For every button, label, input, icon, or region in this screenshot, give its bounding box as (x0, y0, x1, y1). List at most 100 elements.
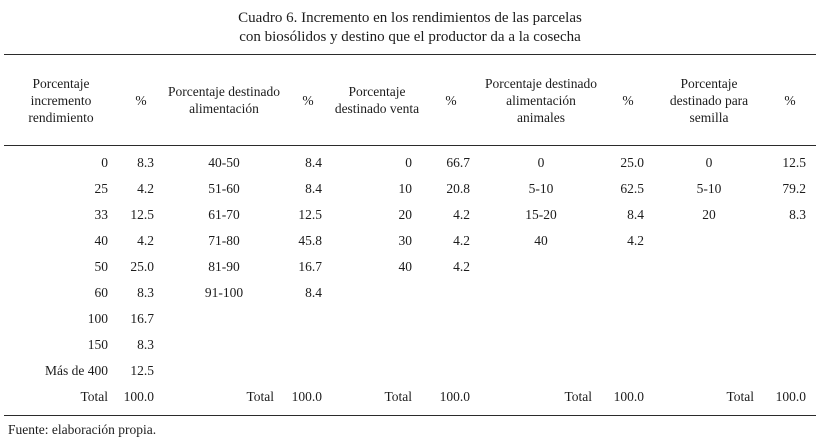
header-row: Porcentaje incremento rendimiento % Porc… (4, 54, 816, 146)
table-cell: 51-60 (208, 181, 240, 196)
table-cell: 150 (87, 337, 108, 352)
table-title: Cuadro 6. Incremento en los rendimientos… (4, 9, 816, 47)
table-cell (332, 306, 422, 332)
table-cell: 8.3 (137, 155, 154, 170)
table-cell: Total (564, 389, 592, 404)
table-row: 100 16.7 (4, 306, 816, 332)
table-cell: 0 (537, 155, 545, 170)
table-cell: 8.4 (627, 207, 644, 222)
table-cell: Total (384, 389, 412, 404)
table-cell: 12.5 (298, 207, 322, 222)
table-cell: 8.3 (789, 207, 806, 222)
table-cell: 4.2 (453, 259, 470, 274)
table-cell: 40 (534, 233, 548, 248)
table-cell (654, 280, 764, 306)
source-note: Fuente: elaboración propia. (8, 422, 157, 437)
table-cell (764, 228, 816, 254)
table-cell: 4.2 (453, 207, 470, 222)
table-cell: 45.8 (298, 233, 322, 248)
column-header-pct-1: % (118, 54, 164, 146)
table-cell: Total (246, 389, 274, 404)
table-row: 0 8.3 40-50 8.4 0 66.7 0 25.0 0 12.5 (4, 146, 816, 177)
table-cell (284, 358, 332, 384)
table-cell (654, 358, 764, 384)
table-cell: 12.5 (130, 363, 154, 378)
table-cell (764, 254, 816, 280)
table-cell: 50 (94, 259, 109, 274)
table-cell (422, 358, 480, 384)
table-cell (422, 332, 480, 358)
column-header-destinado-venta: Porcentaje destinado venta (332, 54, 422, 146)
column-header-incremento-rendimiento: Porcentaje incremento rendimiento (4, 54, 118, 146)
table-cell: 100.0 (123, 389, 154, 404)
table-cell: 91-100 (204, 285, 244, 300)
column-header-pct-2: % (284, 54, 332, 146)
table-cell: 4.2 (627, 233, 644, 248)
table-cell (654, 306, 764, 332)
table-cell: 4.2 (137, 181, 154, 196)
table-cell: 12.5 (130, 207, 154, 222)
table-cell (654, 254, 764, 280)
table-cell (284, 332, 332, 358)
table-cell: 0 (405, 155, 412, 170)
table-cell (164, 306, 284, 332)
table-cell: 100.0 (439, 389, 470, 404)
column-header-destinado-alimentacion: Porcentaje destinado alimentación (164, 54, 284, 146)
table-cell: 33 (94, 207, 109, 222)
table-cell (332, 280, 422, 306)
table-cell (764, 332, 816, 358)
table-cell: 40 (398, 259, 413, 274)
table-cell: 71-80 (208, 233, 240, 248)
table-row: 50 25.0 81-90 16.7 40 4.2 (4, 254, 816, 280)
table-cell: 16.7 (298, 259, 322, 274)
table-cell (654, 332, 764, 358)
table-cell: 12.5 (782, 155, 806, 170)
table-cell: 40-50 (208, 155, 240, 170)
table-cell: Más de 400 (45, 363, 108, 378)
table-cell: 20 (702, 207, 716, 222)
table-cell: 20.8 (446, 181, 470, 196)
table-cell: 62.5 (620, 181, 644, 196)
table-cell: 40 (94, 233, 109, 248)
table-cell: 10 (398, 181, 413, 196)
table-cell (480, 332, 602, 358)
table-title-line-1: Cuadro 6. Incremento en los rendimientos… (238, 10, 582, 26)
table-row: 25 4.2 51-60 8.4 10 20.8 5-10 62.5 5-10 79.2 (4, 176, 816, 202)
table-cell: 20 (398, 207, 413, 222)
table-cell: 8.3 (137, 337, 154, 352)
table-cell: 0 (101, 155, 108, 170)
table-cell (480, 306, 602, 332)
table-cell: 100.0 (775, 389, 806, 404)
table-cell: 100.0 (291, 389, 322, 404)
table-cell: 5-10 (528, 181, 554, 196)
table-cell (332, 358, 422, 384)
total-row: Total 100.0 Total 100.0 Total 100.0 Total 100.0… (4, 384, 816, 416)
column-header-pct-3: % (422, 54, 480, 146)
table-cell (602, 254, 654, 280)
table-row: 33 12.5 61-70 12.5 20 4.2 15-20 8.4 20 8.3 (4, 202, 816, 228)
table-cell: Total (80, 389, 108, 404)
column-header-destinado-semilla: Porcentaje destinado para semilla (654, 54, 764, 146)
table-cell (602, 358, 654, 384)
data-table: Porcentaje incremento rendimiento % Porc… (4, 54, 816, 416)
table-cell (764, 358, 816, 384)
table-cell: 100.0 (613, 389, 644, 404)
table-row: 60 8.3 91-100 8.4 (4, 280, 816, 306)
table-cell: 8.4 (305, 285, 322, 300)
table-cell: 100 (87, 311, 108, 326)
table-cell: 61-70 (208, 207, 240, 222)
table-cell: 79.2 (782, 181, 806, 196)
table-cell: 66.7 (446, 155, 470, 170)
table-cell (422, 306, 480, 332)
table-cell: 15-20 (525, 207, 557, 222)
table-cell: 16.7 (130, 311, 154, 326)
table-cell: 5-10 (696, 181, 722, 196)
column-header-alimentacion-animales: Porcentaje destinado alimentación animal… (480, 54, 602, 146)
table-cell (164, 358, 284, 384)
table-cell: 30 (398, 233, 413, 248)
table-cell: 8.4 (305, 155, 322, 170)
table-cell: 81-90 (208, 259, 240, 274)
table-cell: 25 (94, 181, 109, 196)
column-header-pct-5: % (764, 54, 816, 146)
column-header-pct-4: % (602, 54, 654, 146)
